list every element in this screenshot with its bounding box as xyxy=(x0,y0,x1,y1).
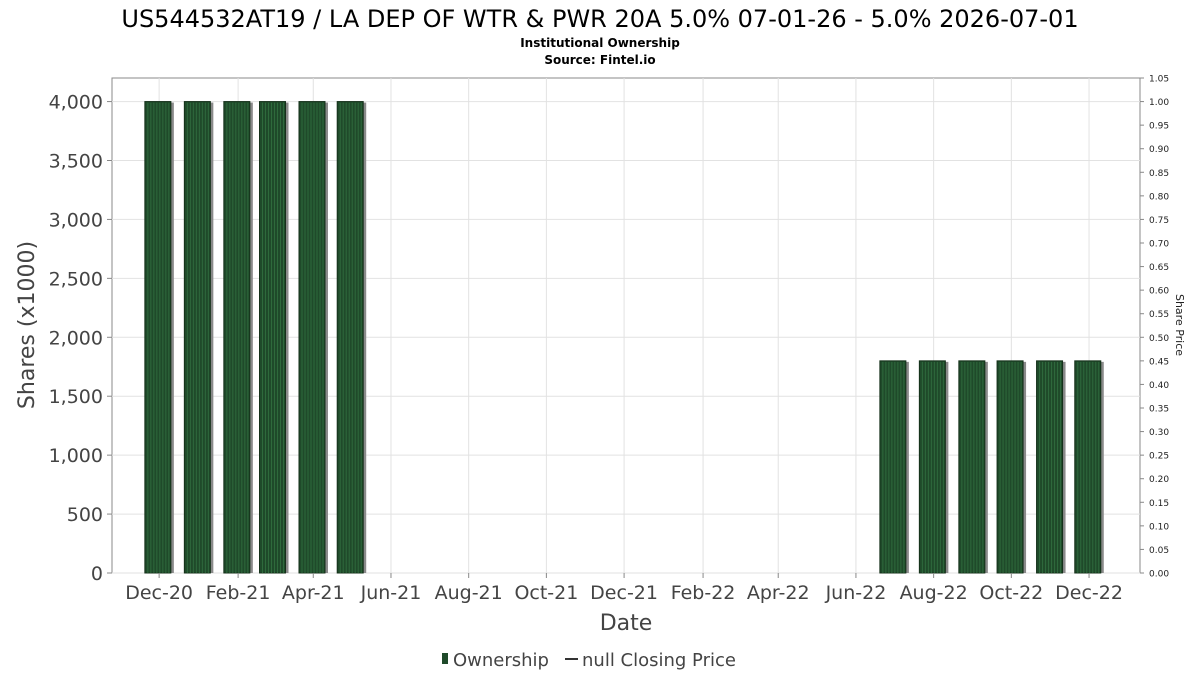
y-axis: 0 500 1,000 1,500 2,000 2,500 3,000 3,500 4,000 xyxy=(49,92,112,585)
ownership-bar xyxy=(1074,360,1102,574)
ownership-bar xyxy=(1036,360,1064,574)
y2-tick-label: 0.00 xyxy=(1149,570,1169,580)
y2-tick-label: 0.10 xyxy=(1149,522,1169,532)
ownership-bars xyxy=(144,101,1104,574)
ownership-bar xyxy=(958,360,986,574)
ownership-bar xyxy=(879,360,907,574)
y2-tick-label: 1.00 xyxy=(1149,98,1169,108)
y-tick-label: 2,000 xyxy=(49,327,103,349)
x-tick-label: Feb-21 xyxy=(206,582,271,604)
y-axis-label: Shares (x1000) xyxy=(15,241,40,409)
y-tick-label: 3,500 xyxy=(49,151,103,173)
y-tick-label: 3,000 xyxy=(49,209,103,231)
x-tick-label: Aug-22 xyxy=(900,582,968,604)
y2-axis-label: Share Price xyxy=(1173,294,1186,356)
ownership-bar xyxy=(996,360,1024,574)
x-tick-label: Dec-20 xyxy=(125,582,193,604)
ownership-bar xyxy=(336,101,364,574)
y-tick-label: 1,500 xyxy=(49,386,103,408)
x-tick-label: Aug-21 xyxy=(435,582,503,604)
x-axis-label: Date xyxy=(600,611,653,636)
y2-tick-label: 0.65 xyxy=(1149,263,1169,273)
legend-ownership-label: Ownership xyxy=(453,650,549,671)
ownership-bar xyxy=(298,101,326,574)
y-tick-label: 500 xyxy=(67,504,103,526)
x-tick-label: Feb-22 xyxy=(671,582,736,604)
x-tick-label: Jun-22 xyxy=(825,582,887,604)
ownership-bar xyxy=(223,101,251,574)
y2-tick-label: 0.60 xyxy=(1149,287,1169,297)
x-tick-label: Dec-21 xyxy=(590,582,658,604)
y2-tick-label: 0.20 xyxy=(1149,475,1169,485)
y2-tick-label: 0.30 xyxy=(1149,428,1169,438)
ownership-bar xyxy=(918,360,946,574)
x-tick-label: Oct-22 xyxy=(979,582,1043,604)
x-tick-label: Apr-22 xyxy=(747,582,810,604)
x-axis: Dec-20 Feb-21 Apr-21 Jun-21 Aug-21 Oct-21 Dec-… xyxy=(125,573,1123,604)
y2-tick-label: 0.45 xyxy=(1149,357,1169,367)
chart-source: Source: Fintel.io xyxy=(544,53,655,67)
y2-tick-label: 0.75 xyxy=(1149,216,1169,226)
ownership-bar xyxy=(144,101,172,574)
y2-tick-label: 0.15 xyxy=(1149,499,1169,509)
y2-tick-label: 0.95 xyxy=(1149,122,1169,132)
y2-tick-label: 0.70 xyxy=(1149,240,1169,250)
y2-tick-label: 0.55 xyxy=(1149,310,1169,320)
y2-tick-label: 0.40 xyxy=(1149,381,1169,391)
x-tick-label: Apr-21 xyxy=(282,582,345,604)
y2-axis: 0.00 0.05 0.10 0.15 0.20 0.25 0.30 0.35 0.40 0.45… xyxy=(1140,75,1169,580)
y2-tick-label: 0.90 xyxy=(1149,145,1169,155)
y-tick-label: 0 xyxy=(91,563,103,585)
y2-tick-label: 0.80 xyxy=(1149,192,1169,202)
ownership-bar xyxy=(183,101,211,574)
y2-tick-label: 0.25 xyxy=(1149,452,1169,462)
y2-tick-label: 0.35 xyxy=(1149,405,1169,415)
chart-title: US544532AT19 / LA DEP OF WTR & PWR 20A 5… xyxy=(121,5,1078,33)
y-tick-label: 1,000 xyxy=(49,445,103,467)
y2-tick-label: 0.50 xyxy=(1149,334,1169,344)
legend-ownership-marker xyxy=(442,653,448,664)
legend: Ownership null Closing Price xyxy=(442,650,736,671)
chart-subtitle: Institutional Ownership xyxy=(520,36,680,50)
y-tick-label: 4,000 xyxy=(49,92,103,114)
x-tick-label: Oct-21 xyxy=(514,582,578,604)
x-tick-label: Dec-22 xyxy=(1055,582,1123,604)
y2-tick-label: 0.85 xyxy=(1149,169,1169,179)
y2-tick-label: 1.05 xyxy=(1149,75,1169,85)
legend-price-label: null Closing Price xyxy=(582,650,736,671)
ownership-bar xyxy=(259,101,287,574)
y2-tick-label: 0.05 xyxy=(1149,546,1169,556)
y-tick-label: 2,500 xyxy=(49,268,103,290)
x-tick-label: Jun-21 xyxy=(360,582,422,604)
